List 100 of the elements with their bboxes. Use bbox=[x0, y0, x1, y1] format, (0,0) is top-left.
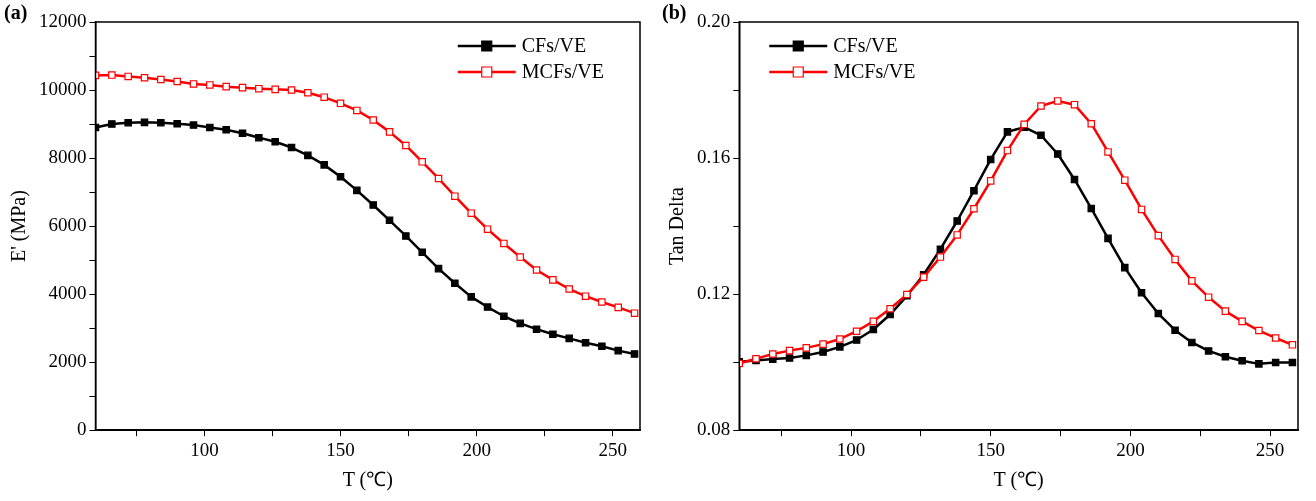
point bbox=[1255, 326, 1263, 335]
point bbox=[836, 335, 844, 343]
point bbox=[287, 86, 296, 94]
point bbox=[565, 285, 573, 293]
point bbox=[1188, 277, 1196, 285]
point bbox=[271, 137, 279, 146]
point bbox=[222, 82, 230, 91]
point bbox=[467, 293, 475, 301]
point bbox=[970, 186, 978, 195]
point bbox=[1053, 150, 1062, 158]
y-tick-label: 0.12 bbox=[697, 282, 731, 304]
point bbox=[255, 133, 263, 142]
y-tick-label: 0.16 bbox=[697, 146, 731, 168]
y-tick-label: 8000 bbox=[48, 146, 87, 168]
point bbox=[483, 303, 492, 311]
point bbox=[418, 248, 426, 257]
point bbox=[630, 309, 639, 317]
point bbox=[614, 303, 622, 312]
x-tick-label: 100 bbox=[190, 438, 219, 460]
point bbox=[157, 118, 165, 127]
point bbox=[630, 350, 639, 358]
y-tick-label: 10000 bbox=[39, 78, 87, 100]
point bbox=[173, 119, 181, 128]
legend-label: MCFs/VE bbox=[521, 60, 604, 83]
x-axis-title: T (℃) bbox=[993, 468, 1044, 492]
point bbox=[532, 266, 541, 274]
point bbox=[516, 253, 524, 261]
point bbox=[836, 343, 844, 351]
legend-label: MCFs/VE bbox=[833, 60, 916, 83]
y-tick-label: 0.08 bbox=[697, 418, 731, 440]
point bbox=[565, 334, 573, 343]
point bbox=[802, 344, 811, 352]
point bbox=[1221, 352, 1230, 361]
point bbox=[986, 155, 995, 164]
point bbox=[369, 116, 377, 124]
point bbox=[581, 292, 590, 300]
point bbox=[785, 354, 794, 362]
point bbox=[516, 319, 524, 328]
point bbox=[614, 346, 622, 355]
point bbox=[304, 151, 312, 160]
point bbox=[1154, 309, 1163, 318]
point bbox=[353, 186, 361, 195]
point bbox=[802, 351, 811, 360]
point bbox=[1221, 307, 1230, 315]
point bbox=[255, 84, 263, 93]
point bbox=[953, 217, 961, 225]
point bbox=[271, 85, 279, 94]
point bbox=[336, 99, 345, 108]
point bbox=[124, 72, 132, 81]
text: (a) bbox=[4, 1, 28, 25]
point bbox=[402, 232, 410, 240]
point bbox=[336, 172, 345, 181]
point bbox=[1087, 204, 1096, 213]
point bbox=[986, 177, 995, 185]
point bbox=[819, 348, 827, 356]
x-axis-title: T (℃) bbox=[342, 468, 393, 492]
point bbox=[1104, 148, 1112, 156]
point bbox=[819, 340, 827, 348]
point bbox=[1053, 97, 1062, 105]
text: (b) bbox=[662, 1, 687, 25]
point bbox=[852, 327, 861, 335]
y-tick-label: 2000 bbox=[48, 350, 87, 372]
x-tick-label: 200 bbox=[1116, 438, 1145, 460]
point bbox=[970, 204, 978, 213]
point bbox=[206, 81, 214, 89]
point bbox=[353, 106, 361, 115]
point bbox=[1238, 357, 1246, 365]
point bbox=[108, 120, 116, 128]
point bbox=[1255, 360, 1263, 368]
point bbox=[953, 231, 961, 239]
y-axis-title: E' (MPa) bbox=[7, 190, 31, 263]
point bbox=[1087, 119, 1096, 128]
point bbox=[451, 279, 459, 288]
x-tick-label: 150 bbox=[976, 438, 1005, 460]
point bbox=[1188, 338, 1196, 347]
point bbox=[886, 304, 894, 313]
point bbox=[549, 330, 557, 339]
point bbox=[936, 253, 945, 261]
y-tick-label: 12000 bbox=[39, 9, 87, 31]
point bbox=[1037, 131, 1045, 140]
point bbox=[418, 158, 426, 166]
point bbox=[320, 93, 328, 101]
point bbox=[402, 141, 410, 150]
point bbox=[140, 74, 149, 82]
point bbox=[369, 201, 377, 209]
point bbox=[1037, 102, 1045, 110]
point bbox=[189, 80, 198, 88]
point bbox=[768, 350, 777, 358]
x-tick-label: 250 bbox=[598, 438, 628, 460]
point bbox=[549, 276, 557, 284]
y-tick-label: 0 bbox=[77, 418, 87, 440]
point bbox=[1238, 317, 1246, 326]
x-tick-label: 100 bbox=[836, 438, 866, 460]
point bbox=[1121, 176, 1129, 184]
x-tick-label: 150 bbox=[326, 438, 355, 460]
x-tick-label: 200 bbox=[462, 438, 491, 460]
point bbox=[320, 161, 328, 169]
point bbox=[304, 88, 312, 97]
y-axis-title: Tan Delta bbox=[665, 186, 688, 266]
point bbox=[1204, 347, 1213, 355]
